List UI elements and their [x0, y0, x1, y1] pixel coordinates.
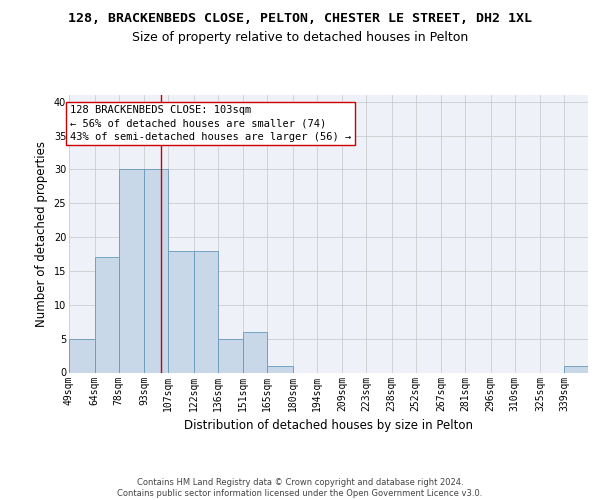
- Bar: [69, 338, 95, 372]
- Bar: [95, 258, 119, 372]
- X-axis label: Distribution of detached houses by size in Pelton: Distribution of detached houses by size …: [184, 419, 473, 432]
- Bar: [267, 366, 293, 372]
- Bar: [243, 332, 267, 372]
- Bar: [194, 250, 218, 372]
- Text: Size of property relative to detached houses in Pelton: Size of property relative to detached ho…: [132, 31, 468, 44]
- Text: 128, BRACKENBEDS CLOSE, PELTON, CHESTER LE STREET, DH2 1XL: 128, BRACKENBEDS CLOSE, PELTON, CHESTER …: [68, 12, 532, 26]
- Bar: [119, 170, 144, 372]
- Bar: [218, 338, 243, 372]
- Bar: [144, 170, 168, 372]
- Y-axis label: Number of detached properties: Number of detached properties: [35, 141, 48, 327]
- Text: 128 BRACKENBEDS CLOSE: 103sqm
← 56% of detached houses are smaller (74)
43% of s: 128 BRACKENBEDS CLOSE: 103sqm ← 56% of d…: [70, 105, 351, 142]
- Bar: [168, 250, 194, 372]
- Text: Contains HM Land Registry data © Crown copyright and database right 2024.
Contai: Contains HM Land Registry data © Crown c…: [118, 478, 482, 498]
- Bar: [564, 366, 588, 372]
